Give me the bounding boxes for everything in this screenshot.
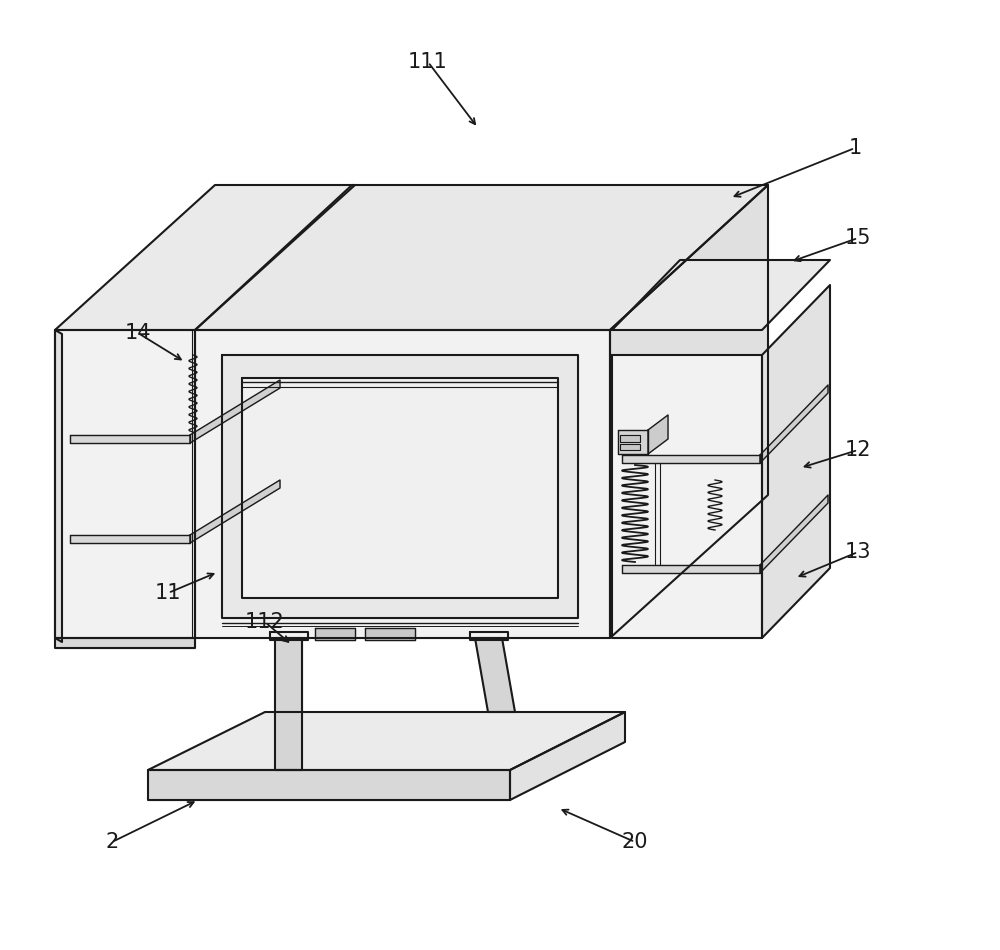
Polygon shape xyxy=(190,480,280,543)
Polygon shape xyxy=(195,330,610,638)
Polygon shape xyxy=(620,435,640,442)
Polygon shape xyxy=(55,638,195,648)
Polygon shape xyxy=(475,638,515,712)
Polygon shape xyxy=(760,385,828,463)
Text: 1: 1 xyxy=(848,138,862,158)
Polygon shape xyxy=(315,628,355,640)
Polygon shape xyxy=(620,444,640,450)
Polygon shape xyxy=(222,355,578,618)
Polygon shape xyxy=(70,535,190,543)
Polygon shape xyxy=(762,285,830,638)
Polygon shape xyxy=(622,565,760,573)
Polygon shape xyxy=(648,415,668,454)
Polygon shape xyxy=(610,185,768,638)
Text: 15: 15 xyxy=(845,228,871,248)
Text: 111: 111 xyxy=(408,52,448,72)
Polygon shape xyxy=(622,455,760,463)
Polygon shape xyxy=(148,770,510,800)
Text: 14: 14 xyxy=(125,323,151,343)
Polygon shape xyxy=(242,378,558,598)
Polygon shape xyxy=(70,435,190,443)
Text: 11: 11 xyxy=(155,583,181,603)
Polygon shape xyxy=(612,355,762,638)
Polygon shape xyxy=(612,260,830,330)
Text: 2: 2 xyxy=(105,832,119,852)
Polygon shape xyxy=(618,430,648,454)
Text: 112: 112 xyxy=(245,612,285,632)
Polygon shape xyxy=(760,495,828,573)
Polygon shape xyxy=(365,628,415,640)
Polygon shape xyxy=(55,330,62,642)
Text: 12: 12 xyxy=(845,440,871,460)
Polygon shape xyxy=(275,638,302,770)
Text: 20: 20 xyxy=(622,832,648,852)
Polygon shape xyxy=(195,185,768,330)
Polygon shape xyxy=(470,632,508,640)
Text: 13: 13 xyxy=(845,542,871,562)
Polygon shape xyxy=(55,330,195,638)
Polygon shape xyxy=(190,380,280,443)
Polygon shape xyxy=(510,712,625,800)
Polygon shape xyxy=(148,712,625,770)
Polygon shape xyxy=(55,185,355,330)
Polygon shape xyxy=(270,632,308,640)
